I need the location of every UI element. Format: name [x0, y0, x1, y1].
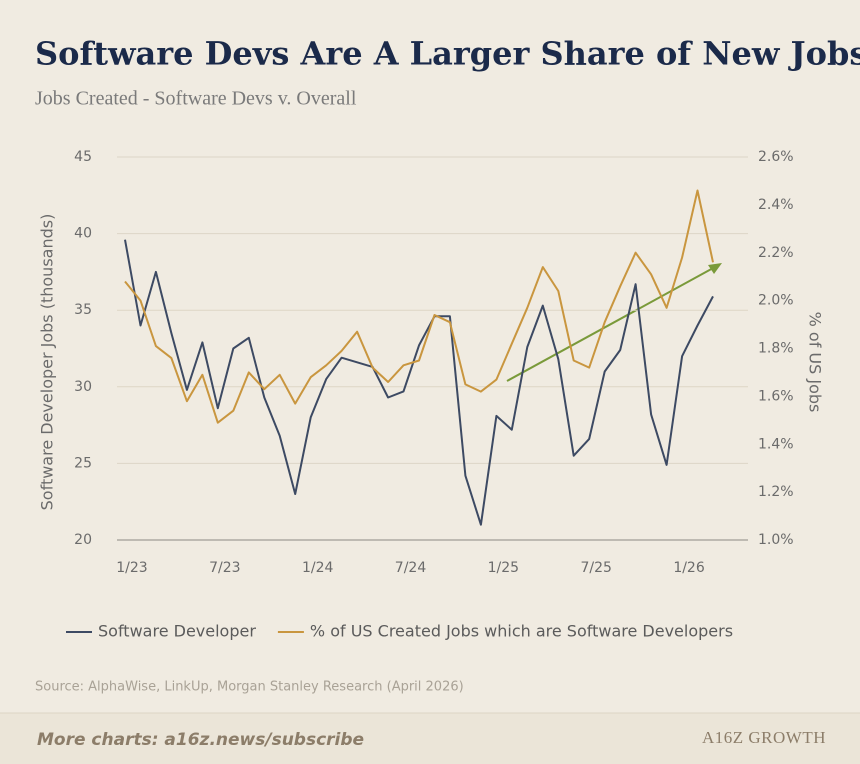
x-tick-label: 1/24: [302, 560, 334, 576]
y-tick-label: 30: [74, 379, 92, 395]
footer-link[interactable]: More charts: a16z.news/subscribe: [37, 730, 364, 750]
legend-label: % of US Created Jobs which are Software …: [310, 622, 733, 641]
source: Source: AlphaWise, LinkUp, Morgan Stanle…: [35, 680, 464, 695]
x-tick-label: 7/23: [209, 560, 240, 576]
logo: A16Z GROWTH: [702, 728, 826, 747]
x-tick-label: 7/25: [580, 560, 611, 576]
x-tick-label: 1/25: [488, 560, 519, 576]
y2-tick-label: 2.4%: [758, 197, 794, 213]
chart-subtitle: Jobs Created - Software Devs v. Overall: [35, 88, 357, 110]
y-tick-label: 20: [74, 532, 92, 548]
y-tick-label: 35: [74, 302, 92, 318]
x-tick-label: 1/23: [116, 560, 147, 576]
y2-axis-label: % of US Jobs: [806, 312, 825, 413]
y2-tick-label: 2.0%: [758, 293, 794, 309]
legend-label: Software Developer: [98, 622, 256, 641]
y-tick-label: 40: [74, 226, 92, 242]
y-tick-label: 25: [74, 455, 92, 471]
y2-tick-label: 1.2%: [758, 484, 794, 500]
y2-tick-label: 1.6%: [758, 388, 794, 404]
trend-arrowhead: [708, 263, 722, 274]
y2-tick-label: 1.8%: [758, 341, 794, 357]
y-axis-label: Software Developer Jobs (thousands): [38, 214, 57, 511]
x-tick-label: 1/26: [673, 560, 705, 576]
y2-tick-label: 1.0%: [758, 532, 794, 548]
x-tick-label: 7/24: [395, 560, 427, 576]
y2-tick-label: 1.4%: [758, 436, 794, 452]
y2-tick-label: 2.2%: [758, 245, 794, 261]
y2-tick-label: 2.6%: [758, 149, 794, 165]
trend-arrow: [506, 266, 716, 382]
series-line: [124, 239, 714, 526]
series-line: [124, 189, 714, 424]
chart-title: Software Devs Are A Larger Share of New …: [35, 35, 860, 73]
y-tick-label: 45: [74, 149, 92, 165]
footer-band: [0, 713, 860, 764]
